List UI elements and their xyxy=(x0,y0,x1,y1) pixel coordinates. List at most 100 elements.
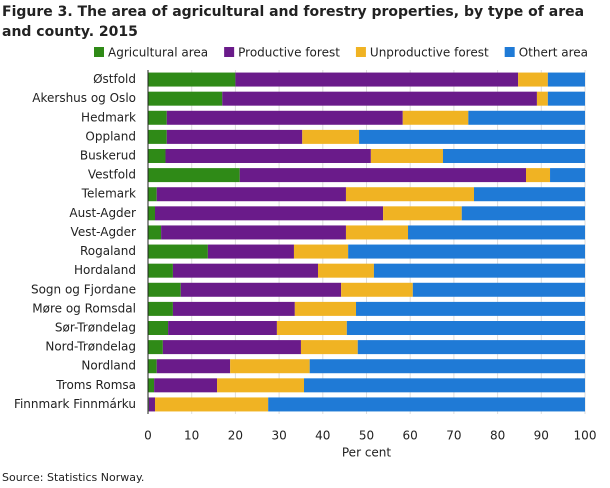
bar-segment xyxy=(148,72,236,87)
bar-segment xyxy=(235,72,519,87)
y-tick-label: Buskerud xyxy=(80,149,136,163)
bar-segment xyxy=(359,129,585,144)
x-tick-label: 20 xyxy=(228,429,243,443)
bar-segment xyxy=(148,91,223,106)
y-tick-label: Østfold xyxy=(93,72,136,86)
x-tick-label: 100 xyxy=(574,429,597,443)
bar-segment xyxy=(293,244,349,259)
bar-segment xyxy=(461,206,585,221)
bar-segment xyxy=(356,301,585,316)
bar-segment xyxy=(345,187,475,202)
bar-segment xyxy=(309,359,585,374)
bar-segment xyxy=(526,168,551,183)
bar-segment xyxy=(172,301,295,316)
x-tick-label: 10 xyxy=(184,429,199,443)
bar-segment xyxy=(348,244,585,259)
y-tick-label: Sør-Trøndelag xyxy=(55,321,136,335)
bar-segment xyxy=(148,225,162,240)
bar-segment xyxy=(148,110,167,125)
bar-segment xyxy=(518,72,548,87)
bar-segment xyxy=(268,397,585,412)
y-tick-label: Nordland xyxy=(81,359,136,373)
x-tick-label: 50 xyxy=(359,429,374,443)
y-tick-label: Sogn og Fjordane xyxy=(31,282,136,296)
bar-segment xyxy=(148,301,173,316)
y-tick-label: Møre og Romsdal xyxy=(32,301,136,315)
bar-segment xyxy=(341,282,413,297)
legend-label: Unproductive forest xyxy=(370,46,489,60)
y-tick-label: Rogaland xyxy=(80,244,136,258)
bar-segment xyxy=(536,91,548,106)
bar-segment xyxy=(207,244,294,259)
x-tick-label: 0 xyxy=(144,429,152,443)
bar-segment xyxy=(474,187,585,202)
bar-segment xyxy=(230,359,310,374)
bar-segment xyxy=(148,378,155,393)
bar-segment xyxy=(346,321,585,335)
bar-segment xyxy=(412,282,585,297)
legend-label: Productive forest xyxy=(238,46,340,60)
bar-segment xyxy=(408,225,585,240)
bar-segment xyxy=(156,359,231,374)
chart-title: Figure 3. The area of agricultural and f… xyxy=(2,4,585,40)
bar-segment xyxy=(300,340,358,355)
y-tick-label: Troms Romsa xyxy=(55,378,136,392)
bar-segment xyxy=(402,110,469,125)
x-tick-label: 30 xyxy=(271,429,286,443)
bar-segment xyxy=(148,129,167,144)
bar-segment xyxy=(156,187,346,202)
bar-segment xyxy=(373,263,585,278)
bar-segment xyxy=(165,149,371,163)
bar-segment xyxy=(166,110,403,125)
bar-segment xyxy=(550,168,585,183)
bar-segment xyxy=(154,378,218,393)
bar-segment xyxy=(442,149,585,163)
bar-segment xyxy=(148,397,155,412)
bar-segment xyxy=(172,263,318,278)
source: Source: Statistics Norway. xyxy=(2,471,144,484)
y-tick-label: Finnmark Finnmárku xyxy=(14,397,136,411)
bar-segment xyxy=(222,91,537,106)
bar-segment xyxy=(148,282,181,297)
bar-segment xyxy=(148,321,169,335)
bar-segment xyxy=(547,91,585,106)
bar-segment xyxy=(304,378,585,393)
x-tick-label: 40 xyxy=(315,429,330,443)
bar-segment xyxy=(148,263,173,278)
bar-segment xyxy=(148,244,208,259)
x-tick-label: 80 xyxy=(490,429,505,443)
bar-segment xyxy=(345,225,409,240)
x-tick-label: 70 xyxy=(446,429,461,443)
bar-segment xyxy=(180,282,342,297)
bar-segment xyxy=(154,397,269,412)
bar-segment xyxy=(317,263,374,278)
bar-segment xyxy=(547,72,585,87)
bar-segment xyxy=(294,301,357,316)
x-axis-label: Per cent xyxy=(342,446,392,460)
bar-segment xyxy=(162,340,301,355)
bar-segment xyxy=(276,321,347,335)
legend-swatch xyxy=(355,47,366,57)
bar-segment xyxy=(148,168,240,183)
bar-segment xyxy=(148,206,155,221)
bar-segment xyxy=(302,129,360,144)
y-tick-label: Vest-Agder xyxy=(71,225,137,239)
y-tick-label: Nord-Trøndelag xyxy=(45,340,136,354)
legend-swatch xyxy=(94,47,104,57)
y-tick-label: Hedmark xyxy=(81,110,136,124)
legend-swatch xyxy=(504,47,515,57)
bar-segment xyxy=(148,187,157,202)
y-tick-label: Oppland xyxy=(85,129,136,143)
bar-segment xyxy=(148,149,166,163)
bar-segment xyxy=(239,168,527,183)
bar-segment xyxy=(168,321,277,335)
legend-label: Othert area xyxy=(519,46,588,60)
y-tick-label: Aust-Agder xyxy=(69,206,136,220)
y-tick-label: Vestfold xyxy=(88,168,136,182)
bar-segment xyxy=(148,359,157,374)
y-tick-label: Telemark xyxy=(81,187,136,201)
x-tick-label: 90 xyxy=(534,429,549,443)
y-tick-label: Akershus og Oslo xyxy=(32,91,136,105)
